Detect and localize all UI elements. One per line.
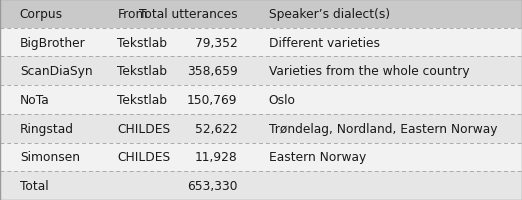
Text: ScanDiaSyn: ScanDiaSyn (20, 65, 92, 78)
Text: Total: Total (20, 179, 49, 192)
FancyBboxPatch shape (0, 143, 522, 171)
Text: 52,622: 52,622 (195, 122, 238, 135)
FancyBboxPatch shape (0, 29, 522, 57)
Text: 79,352: 79,352 (195, 36, 238, 49)
Text: 150,769: 150,769 (187, 94, 238, 106)
Text: Speaker’s dialect(s): Speaker’s dialect(s) (269, 8, 390, 21)
Text: 653,330: 653,330 (187, 179, 238, 192)
Text: 11,928: 11,928 (195, 151, 238, 164)
Text: Total utterances: Total utterances (139, 8, 238, 21)
Text: BigBrother: BigBrother (20, 36, 86, 49)
Text: Tekstlab: Tekstlab (117, 65, 168, 78)
Text: CHILDES: CHILDES (117, 122, 171, 135)
FancyBboxPatch shape (0, 0, 522, 29)
Text: NoTa: NoTa (20, 94, 50, 106)
Text: Trøndelag, Nordland, Eastern Norway: Trøndelag, Nordland, Eastern Norway (269, 122, 497, 135)
Text: Eastern Norway: Eastern Norway (269, 151, 366, 164)
Text: From: From (117, 8, 148, 21)
Text: Oslo: Oslo (269, 94, 296, 106)
Text: Different varieties: Different varieties (269, 36, 380, 49)
FancyBboxPatch shape (0, 171, 522, 200)
Text: Simonsen: Simonsen (20, 151, 80, 164)
Text: Varieties from the whole country: Varieties from the whole country (269, 65, 469, 78)
FancyBboxPatch shape (0, 114, 522, 143)
Text: Tekstlab: Tekstlab (117, 94, 168, 106)
Text: Ringstad: Ringstad (20, 122, 74, 135)
FancyBboxPatch shape (0, 57, 522, 86)
Text: 358,659: 358,659 (187, 65, 238, 78)
Text: Tekstlab: Tekstlab (117, 36, 168, 49)
Text: Corpus: Corpus (20, 8, 63, 21)
FancyBboxPatch shape (0, 86, 522, 114)
Text: CHILDES: CHILDES (117, 151, 171, 164)
